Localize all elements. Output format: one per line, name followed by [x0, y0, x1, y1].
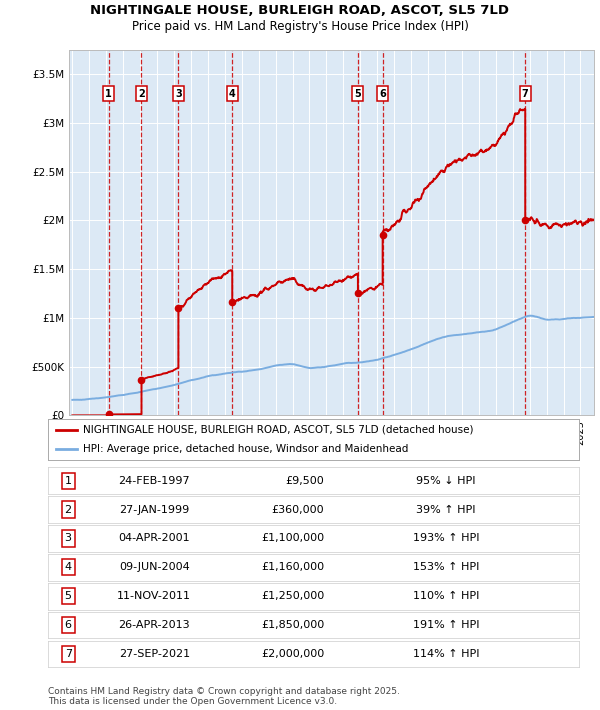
Text: 1: 1 — [106, 89, 112, 99]
Text: 4: 4 — [65, 562, 72, 572]
Text: NIGHTINGALE HOUSE, BURLEIGH ROAD, ASCOT, SL5 7LD: NIGHTINGALE HOUSE, BURLEIGH ROAD, ASCOT,… — [91, 4, 509, 16]
Text: 4: 4 — [229, 89, 236, 99]
Text: 6: 6 — [379, 89, 386, 99]
Text: 5: 5 — [65, 591, 71, 601]
Text: 2: 2 — [65, 505, 72, 515]
Text: Contains HM Land Registry data © Crown copyright and database right 2025.
This d: Contains HM Land Registry data © Crown c… — [48, 687, 400, 706]
Text: £1,100,000: £1,100,000 — [261, 533, 324, 543]
Text: 114% ↑ HPI: 114% ↑ HPI — [413, 649, 479, 659]
Text: £9,500: £9,500 — [286, 476, 324, 486]
Text: 39% ↑ HPI: 39% ↑ HPI — [416, 505, 476, 515]
Text: 27-SEP-2021: 27-SEP-2021 — [119, 649, 190, 659]
Text: £360,000: £360,000 — [271, 505, 324, 515]
Text: 191% ↑ HPI: 191% ↑ HPI — [413, 621, 479, 630]
Text: 09-JUN-2004: 09-JUN-2004 — [119, 562, 190, 572]
Text: £1,850,000: £1,850,000 — [261, 621, 324, 630]
Text: 24-FEB-1997: 24-FEB-1997 — [118, 476, 190, 486]
Text: 7: 7 — [65, 649, 72, 659]
Text: 7: 7 — [522, 89, 529, 99]
Text: £1,160,000: £1,160,000 — [261, 562, 324, 572]
Text: 04-APR-2001: 04-APR-2001 — [118, 533, 190, 543]
Text: 5: 5 — [355, 89, 361, 99]
Text: £1,250,000: £1,250,000 — [261, 591, 324, 601]
Text: Price paid vs. HM Land Registry's House Price Index (HPI): Price paid vs. HM Land Registry's House … — [131, 20, 469, 33]
Text: 95% ↓ HPI: 95% ↓ HPI — [416, 476, 476, 486]
Text: NIGHTINGALE HOUSE, BURLEIGH ROAD, ASCOT, SL5 7LD (detached house): NIGHTINGALE HOUSE, BURLEIGH ROAD, ASCOT,… — [83, 425, 473, 435]
Text: 153% ↑ HPI: 153% ↑ HPI — [413, 562, 479, 572]
Text: 6: 6 — [65, 621, 71, 630]
Text: 3: 3 — [175, 89, 182, 99]
Text: 110% ↑ HPI: 110% ↑ HPI — [413, 591, 479, 601]
Text: 11-NOV-2011: 11-NOV-2011 — [117, 591, 191, 601]
Text: £2,000,000: £2,000,000 — [261, 649, 324, 659]
Text: 1: 1 — [65, 476, 71, 486]
Text: 3: 3 — [65, 533, 71, 543]
Text: 193% ↑ HPI: 193% ↑ HPI — [413, 533, 479, 543]
Text: HPI: Average price, detached house, Windsor and Maidenhead: HPI: Average price, detached house, Wind… — [83, 444, 408, 454]
Text: 2: 2 — [138, 89, 145, 99]
Text: 27-JAN-1999: 27-JAN-1999 — [119, 505, 190, 515]
Text: 26-APR-2013: 26-APR-2013 — [118, 621, 190, 630]
